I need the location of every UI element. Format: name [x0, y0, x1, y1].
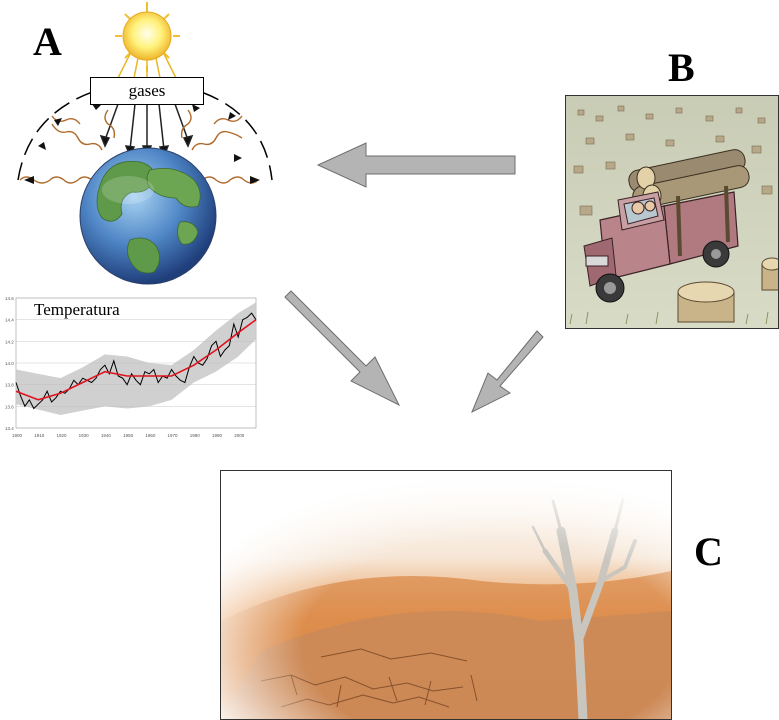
x-tick-label: 1920 [56, 433, 67, 438]
temperature-plot: 14.6 14.4 14.2 14.0 13.8 13.6 13.4 1900 1910 1920… [5, 296, 257, 438]
arrow-a-to-c [284, 290, 401, 407]
x-tick-label: 1960 [145, 433, 156, 438]
x-tick-label: 1990 [212, 433, 223, 438]
y-tick-label: 14.4 [5, 318, 14, 323]
large-stumps [677, 257, 778, 323]
x-tick-label: 1900 [12, 433, 23, 438]
y-tick-label: 14.0 [5, 361, 14, 366]
x-tick-label: 1970 [168, 433, 179, 438]
earth-icon [79, 147, 217, 285]
y-tick-label: 13.6 [5, 404, 14, 409]
temperature-chart: 14.6 14.4 14.2 14.0 13.8 13.6 13.4 1900 1910 1920… [4, 292, 262, 448]
arrowheads [24, 104, 260, 184]
logging-truck-scene [566, 96, 778, 328]
greenhouse-diagram: gases [10, 0, 275, 290]
cracked-earth-scene [221, 471, 671, 719]
greenhouse-illustration [17, 2, 273, 285]
uncertainty-band [16, 302, 256, 415]
y-tick-label: 13.4 [5, 426, 14, 431]
x-tick-label: 1940 [101, 433, 112, 438]
truck [583, 185, 739, 303]
x-tick-label: 1950 [123, 433, 134, 438]
grass [569, 311, 769, 325]
series-line-2 [15, 319, 257, 401]
gases-label: gases [90, 77, 204, 105]
solar-rays [117, 53, 177, 79]
tree-stumps [573, 105, 773, 216]
label-b: B [668, 45, 695, 90]
x-tick-label: 1980 [190, 433, 201, 438]
atmosphere-arc [17, 79, 273, 181]
x-tick-label: 1930 [79, 433, 90, 438]
series-line-1 [15, 312, 257, 410]
y-tick-label: 14.2 [5, 339, 14, 344]
arrow-b-to-a [316, 142, 516, 188]
y-tick-label: 13.8 [5, 383, 14, 388]
arrow-b-to-c [471, 330, 544, 414]
drought-illustration [220, 470, 672, 720]
logs [628, 149, 750, 209]
label-c: C [694, 529, 723, 574]
chart-title: Temperatura [34, 300, 120, 319]
x-tick-label: 2000 [234, 433, 245, 438]
x-tick-label: 1910 [34, 433, 45, 438]
deforestation-illustration [565, 95, 779, 329]
y-tick-label: 14.6 [5, 296, 14, 301]
label-a: A [33, 19, 62, 64]
